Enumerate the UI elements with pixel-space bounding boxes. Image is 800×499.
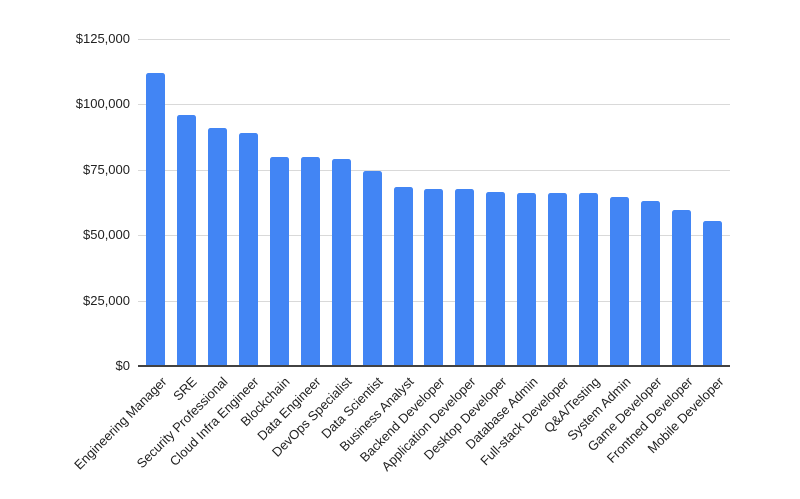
bar-data-scientist[interactable] <box>362 171 382 366</box>
y-axis-tick-label: $75,000 <box>83 161 130 177</box>
gridline-75000 <box>138 169 730 171</box>
bar-q-a-testing[interactable] <box>579 193 599 366</box>
bar-blockchain[interactable] <box>269 156 289 366</box>
bar-backend-developer[interactable] <box>424 189 444 366</box>
bar-business-analyst[interactable] <box>393 186 413 366</box>
bar-database-admin[interactable] <box>517 193 537 366</box>
y-axis-tick-label: $125,000 <box>75 31 130 46</box>
bar-application-developer[interactable] <box>455 189 475 366</box>
gridline-100000 <box>138 104 730 106</box>
bar-engineering-manager[interactable] <box>146 73 165 366</box>
plot-area <box>138 39 730 367</box>
bar-full-stack-developer[interactable] <box>548 193 568 366</box>
bar-frontned-developer[interactable] <box>671 210 691 366</box>
bar-security-professional[interactable] <box>207 127 227 366</box>
bar-desktop-developer[interactable] <box>486 192 506 366</box>
y-axis-tick-label: $0 <box>115 358 130 373</box>
bar-sre[interactable] <box>176 114 196 366</box>
y-axis-tick-label: $50,000 <box>83 227 130 243</box>
bar-data-engineer[interactable] <box>300 156 320 366</box>
bar-system-admin[interactable] <box>610 197 630 366</box>
bar-cloud-infra-engineer[interactable] <box>238 133 258 366</box>
y-axis-tick-label: $100,000 <box>75 96 130 112</box>
bar-game-developer[interactable] <box>641 201 660 366</box>
gridline-125000 <box>138 39 730 40</box>
y-axis-tick-label: $25,000 <box>83 292 130 308</box>
bar-devops-specialist[interactable] <box>331 159 351 366</box>
bars-container <box>138 39 730 366</box>
bar-mobile-developer[interactable] <box>702 220 722 366</box>
x-axis-baseline <box>138 365 730 367</box>
